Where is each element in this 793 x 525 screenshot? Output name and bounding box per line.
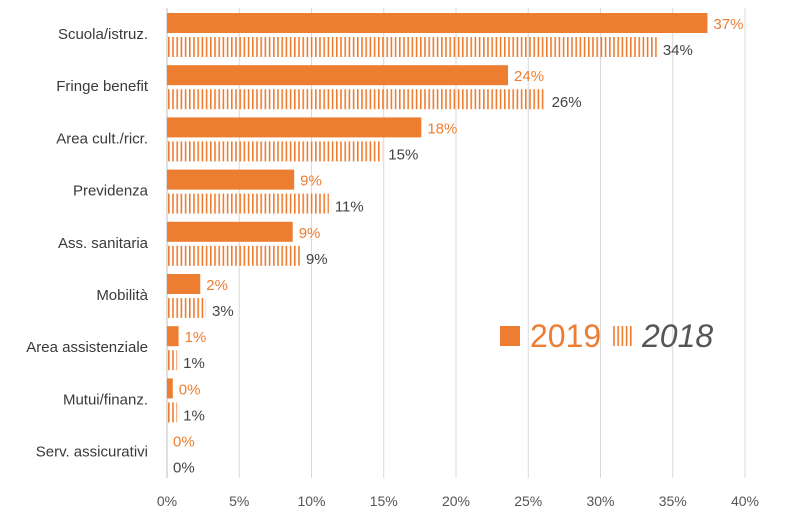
bar-2019 bbox=[167, 274, 201, 294]
data-label-2018: 0% bbox=[173, 460, 195, 477]
bar-2018 bbox=[167, 298, 207, 318]
category-label: Scuola/istruz. bbox=[58, 26, 148, 43]
bars bbox=[167, 13, 708, 423]
gridlines bbox=[166, 8, 746, 478]
data-label-2018: 3% bbox=[212, 303, 234, 320]
category-label: Ass. sanitaria bbox=[58, 235, 149, 252]
bar-2018 bbox=[167, 245, 300, 266]
x-tick-label: 25% bbox=[514, 493, 542, 509]
bar-2019 bbox=[167, 169, 295, 190]
category-label: Previdenza bbox=[73, 183, 149, 200]
bar-2019 bbox=[167, 117, 422, 138]
x-tick-label: 30% bbox=[586, 493, 614, 509]
category-label: Mobilità bbox=[96, 287, 148, 304]
x-tick-label: 20% bbox=[442, 493, 470, 509]
bar-2019 bbox=[167, 378, 173, 399]
bar-2019 bbox=[167, 65, 509, 86]
data-label-2019: 37% bbox=[713, 16, 743, 33]
legend: 2019 2018 bbox=[500, 318, 713, 354]
x-tick-label: 5% bbox=[229, 493, 249, 509]
legend-label-2019: 2019 bbox=[530, 318, 601, 354]
data-label-2019: 24% bbox=[514, 68, 544, 85]
legend-swatch-2018 bbox=[612, 326, 632, 346]
data-label-2018: 34% bbox=[663, 42, 693, 59]
data-label-2018: 9% bbox=[306, 251, 328, 268]
x-tick-label: 35% bbox=[659, 493, 687, 509]
bar-2019 bbox=[167, 326, 179, 347]
data-label-2019: 9% bbox=[300, 173, 322, 190]
labels: 0% 5% 10% 15% 20% 25% 30% 35% 40% Scuola/istruz. 3… bbox=[26, 16, 759, 509]
bar-2018 bbox=[167, 402, 178, 423]
data-label-2018: 26% bbox=[552, 94, 582, 111]
data-label-2018: 11% bbox=[335, 199, 364, 216]
legend-swatch-2019 bbox=[500, 326, 520, 346]
data-label-2019: 0% bbox=[179, 381, 201, 398]
data-label-2018: 15% bbox=[388, 146, 418, 163]
data-label-2019: 0% bbox=[173, 434, 195, 451]
category-label: Mutui/finanz. bbox=[63, 391, 148, 408]
legend-label-2018: 2018 bbox=[641, 318, 713, 354]
bar-2019 bbox=[167, 13, 708, 33]
bar-2018 bbox=[167, 37, 657, 57]
x-tick-label: 10% bbox=[297, 493, 325, 509]
bar-2018 bbox=[167, 89, 546, 110]
data-label-2018: 1% bbox=[183, 355, 205, 372]
category-label: Serv. assicurativi bbox=[36, 444, 148, 461]
x-tick-label: 15% bbox=[370, 493, 398, 509]
bar-2018 bbox=[167, 350, 178, 371]
bar-2018 bbox=[167, 193, 329, 214]
category-label: Area cult./ricr. bbox=[56, 130, 148, 147]
data-label-2019: 1% bbox=[185, 329, 207, 346]
category-label: Area assistenziale bbox=[26, 339, 148, 356]
data-label-2019: 18% bbox=[427, 120, 457, 137]
data-label-2018: 1% bbox=[183, 407, 205, 424]
bar-2019 bbox=[167, 221, 293, 242]
x-tick-label: 0% bbox=[157, 493, 177, 509]
x-tick-label: 40% bbox=[731, 493, 759, 509]
category-label: Fringe benefit bbox=[56, 78, 149, 95]
data-label-2019: 9% bbox=[299, 225, 321, 242]
data-label-2019: 2% bbox=[206, 277, 228, 294]
bar-2018 bbox=[167, 141, 383, 162]
